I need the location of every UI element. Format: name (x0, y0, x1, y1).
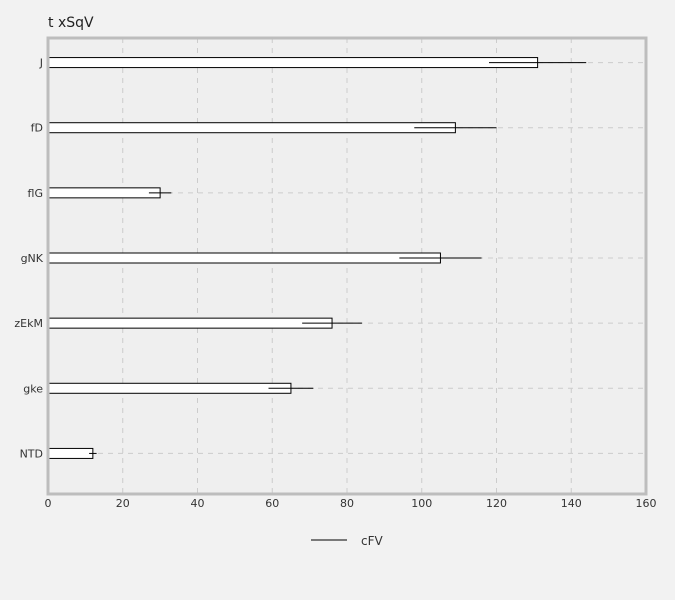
x-tick-labels: 0 20 40 60 80 100 120 140 160 (45, 497, 657, 510)
chart-title: t xSqV (48, 15, 94, 31)
category-labels: JfD flG gNK zEkM gke NTD (14, 57, 43, 461)
bar-J (47, 57, 539, 69)
bar-NTD (47, 447, 94, 459)
x-tick-label: 140 (561, 497, 582, 510)
bar-flG (47, 187, 161, 199)
legend: cFV (311, 534, 384, 548)
x-tick-label: 40 (191, 497, 205, 510)
x-tick-label: 120 (486, 497, 507, 510)
category-label: fD (31, 122, 43, 135)
x-tick-label: 100 (411, 497, 432, 510)
category-label: J (39, 57, 43, 70)
plot-area (48, 38, 646, 494)
bar-fD (47, 122, 456, 134)
x-tick-label: 80 (340, 497, 354, 510)
category-label: flG (28, 187, 43, 200)
x-tick-label: 60 (265, 497, 279, 510)
x-tick-label: 160 (636, 497, 657, 510)
bar-gke (47, 382, 292, 394)
bar-zEkM (47, 317, 333, 329)
x-tick-label: 0 (45, 497, 52, 510)
legend-label: cFV (361, 534, 384, 548)
category-label: gke (23, 382, 43, 395)
category-label: NTD (20, 447, 43, 460)
x-tick-label: 20 (116, 497, 130, 510)
bar-gNK (47, 252, 441, 264)
plot-frame (46, 36, 648, 496)
error-bars (89, 62, 587, 454)
category-label: zEkM (14, 317, 43, 330)
category-label: gNK (21, 252, 44, 265)
